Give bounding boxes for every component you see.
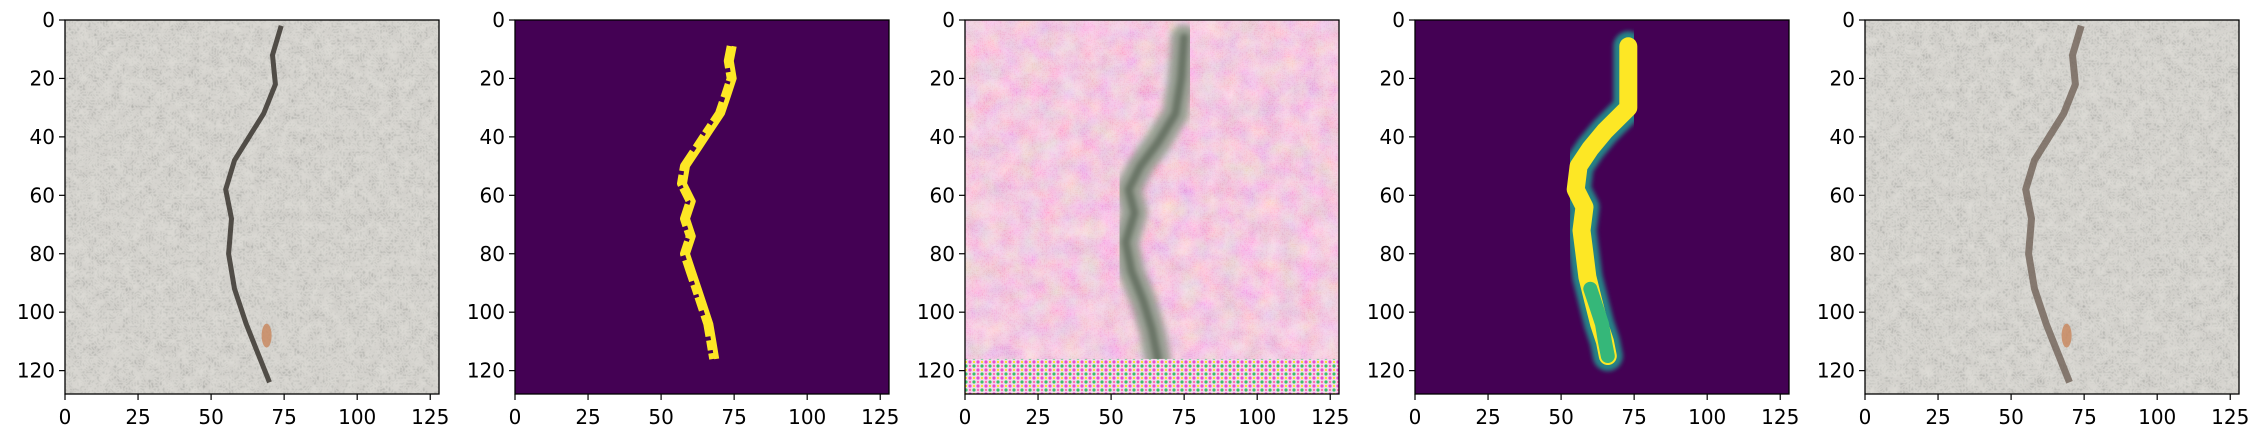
subplot-4: 0 25 50 75 100 125 0 20 40 60 80 100 120 <box>1367 8 1800 429</box>
subplot-1: 0 25 50 75 100 125 0 20 40 60 80 100 120 <box>17 8 450 429</box>
x-tick-label: 100 <box>1688 405 1726 429</box>
rust-spot <box>261 323 272 348</box>
y-tick-label: 60 <box>480 183 505 207</box>
x-tick-label: 0 <box>509 405 522 429</box>
x-tick-label: 100 <box>2138 405 2176 429</box>
y-tick-label: 60 <box>1830 183 1855 207</box>
axes-frame <box>64 19 440 395</box>
x-tick-label: 100 <box>338 405 376 429</box>
y-tick-label: 20 <box>30 66 55 90</box>
crack-mask <box>677 45 736 360</box>
y-tick-label: 120 <box>917 359 955 383</box>
x-tick-label: 75 <box>1621 405 1646 429</box>
artifact-band <box>965 358 1339 394</box>
image-area <box>1865 20 2239 394</box>
x-tick-label: 50 <box>1098 405 1123 429</box>
mask-background <box>515 20 889 394</box>
y-tick-label: 40 <box>930 125 955 149</box>
x-tick-label: 50 <box>648 405 673 429</box>
y-tick-label: 80 <box>930 242 955 266</box>
x-tick-label: 50 <box>1998 405 2023 429</box>
y-tick-label: 80 <box>1830 242 1855 266</box>
x-tick-label: 25 <box>1025 405 1050 429</box>
prediction-tail <box>1583 281 1615 363</box>
x-tick-label: 125 <box>2211 405 2249 429</box>
y-tick-label: 0 <box>42 8 55 32</box>
x-tick-label: 25 <box>1925 405 1950 429</box>
x-tick-label: 50 <box>198 405 223 429</box>
x-tick-label: 25 <box>575 405 600 429</box>
x-tick-label: 100 <box>1238 405 1276 429</box>
x-tick-label: 0 <box>59 405 72 429</box>
x-tick-label: 75 <box>271 405 296 429</box>
y-tick-label: 0 <box>942 8 955 32</box>
y-tick-label: 100 <box>917 300 955 324</box>
y-tick-label: 80 <box>1380 242 1405 266</box>
x-tick-label: 125 <box>1761 405 1799 429</box>
x-tick-label: 125 <box>411 405 449 429</box>
axes-frame <box>964 19 1340 395</box>
axes-frame <box>514 19 890 395</box>
y-tick-label: 20 <box>930 66 955 90</box>
y-tick-label: 20 <box>480 66 505 90</box>
y-tick-label: 100 <box>1817 300 1855 324</box>
x-tick-label: 125 <box>1311 405 1349 429</box>
image-area <box>965 20 1339 394</box>
y-tick-label: 0 <box>1392 8 1405 32</box>
x-tick-label: 75 <box>721 405 746 429</box>
crack-mask-detail <box>682 45 737 360</box>
subplot-5: 0 25 50 75 100 125 0 20 40 60 80 100 120 <box>1817 8 2250 429</box>
y-tick-label: 40 <box>30 125 55 149</box>
crack-line <box>223 25 284 384</box>
y-tick-label: 0 <box>492 8 505 32</box>
y-tick-label: 40 <box>1830 125 1855 149</box>
image-area <box>515 20 889 394</box>
y-tick-label: 100 <box>467 300 505 324</box>
y-tick-label: 80 <box>30 242 55 266</box>
y-tick-label: 20 <box>1380 66 1405 90</box>
x-tick-label: 75 <box>1171 405 1196 429</box>
y-tick-label: 120 <box>17 359 55 383</box>
y-tick-label: 120 <box>1367 359 1405 383</box>
y-tick-label: 100 <box>1367 300 1405 324</box>
x-tick-label: 100 <box>788 405 826 429</box>
y-tick-label: 120 <box>467 359 505 383</box>
x-tick-label: 0 <box>959 405 972 429</box>
generated-crack-core <box>1121 33 1189 363</box>
y-tick-label: 100 <box>17 300 55 324</box>
axes-frame <box>1414 19 1790 395</box>
subplot-3: 0 25 50 75 100 125 0 20 40 60 80 100 120 <box>917 8 1350 429</box>
y-tick-label: 0 <box>1842 8 1855 32</box>
y-tick-label: 80 <box>480 242 505 266</box>
image-area <box>1415 20 1789 394</box>
x-tick-label: 50 <box>1548 405 1573 429</box>
y-tick-label: 60 <box>1380 183 1405 207</box>
rust-spot <box>2061 323 2072 348</box>
y-tick-label: 60 <box>930 183 955 207</box>
x-tick-label: 75 <box>2071 405 2096 429</box>
x-tick-label: 125 <box>861 405 899 429</box>
axes-frame <box>1864 19 2240 395</box>
crack-line <box>2022 24 2085 384</box>
image-area <box>65 20 439 394</box>
x-tick-label: 25 <box>125 405 150 429</box>
x-tick-label: 0 <box>1409 405 1422 429</box>
asphalt-speckles <box>65 20 439 394</box>
x-tick-label: 0 <box>1859 405 1872 429</box>
y-tick-label: 40 <box>480 125 505 149</box>
x-tick-label: 25 <box>1475 405 1500 429</box>
y-tick-label: 40 <box>1380 125 1405 149</box>
y-tick-label: 120 <box>1817 359 1855 383</box>
y-tick-label: 20 <box>1830 66 1855 90</box>
y-tick-label: 60 <box>30 183 55 207</box>
subplot-2: 0 25 50 75 100 125 0 20 40 60 80 100 120 <box>467 8 900 429</box>
